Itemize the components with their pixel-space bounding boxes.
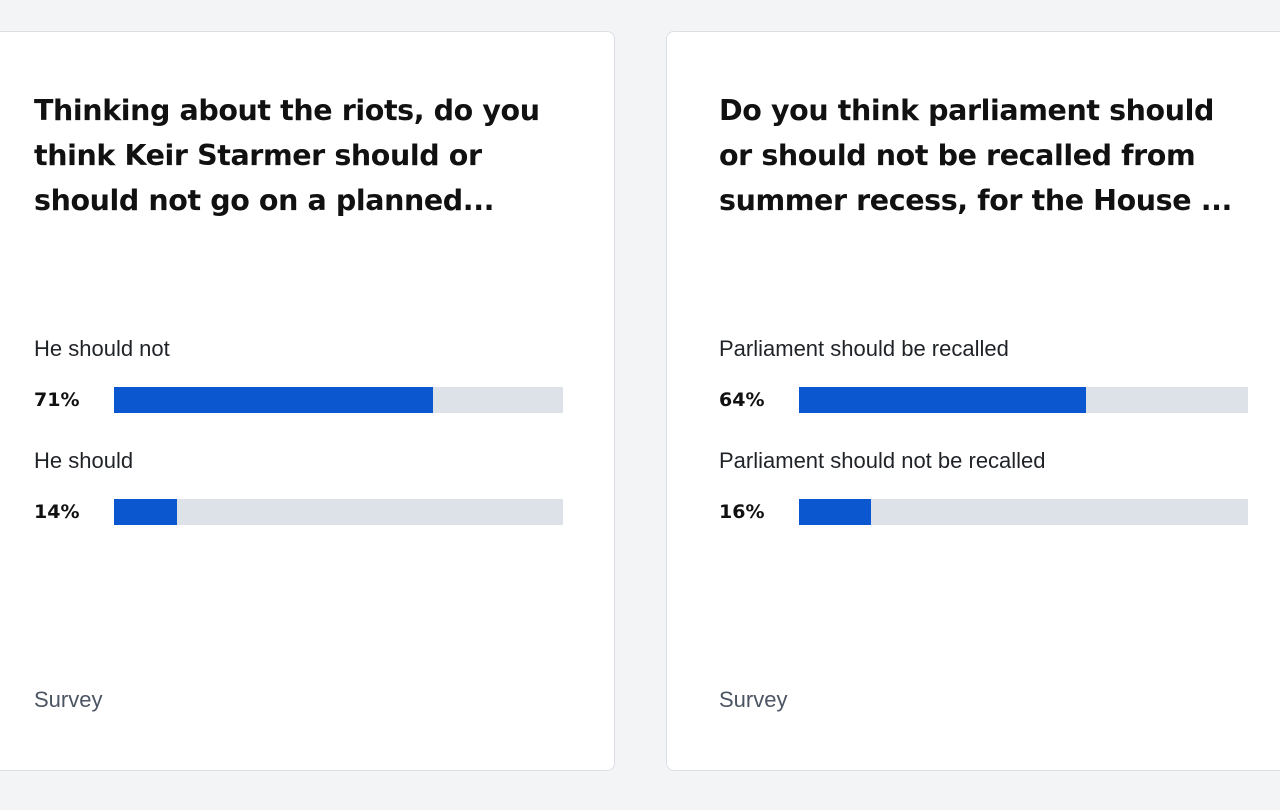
result-bar-fill bbox=[114, 499, 177, 525]
answer-result-row: 71% bbox=[34, 386, 574, 414]
result-bar-track bbox=[114, 387, 563, 413]
answer-result-row: 16% bbox=[719, 498, 1259, 526]
answer-option: He should 14% bbox=[34, 448, 574, 526]
answer-percent: 71% bbox=[34, 389, 80, 411]
result-bar-track bbox=[114, 499, 563, 525]
answer-result-row: 14% bbox=[34, 498, 574, 526]
result-bar-fill bbox=[114, 387, 433, 413]
answer-percent: 14% bbox=[34, 501, 80, 523]
answer-option: Parliament should be recalled 64% bbox=[719, 336, 1259, 414]
answer-label: He should not bbox=[34, 336, 170, 361]
question-title[interactable]: Do you think parliament should or should… bbox=[719, 94, 1232, 217]
question-title[interactable]: Thinking about the riots, do you think K… bbox=[34, 94, 540, 217]
result-bar-track bbox=[799, 499, 1248, 525]
survey-type-label: Survey bbox=[34, 687, 103, 712]
result-bar-fill bbox=[799, 387, 1087, 413]
answer-result-row: 64% bbox=[719, 386, 1259, 414]
answer-label: Parliament should not be recalled bbox=[719, 448, 1046, 473]
result-bar-fill bbox=[799, 499, 871, 525]
result-bar-track bbox=[799, 387, 1248, 413]
answer-option: Parliament should not be recalled 16% bbox=[719, 448, 1259, 526]
survey-type-label: Survey bbox=[719, 687, 788, 712]
answer-label: He should bbox=[34, 448, 134, 473]
answer-percent: 16% bbox=[719, 501, 765, 523]
answer-percent: 64% bbox=[719, 389, 765, 411]
answer-option: He should not 71% bbox=[34, 336, 574, 414]
answer-label: Parliament should be recalled bbox=[719, 336, 1009, 361]
survey-card-parliament[interactable]: Do you think parliament should or should… bbox=[666, 31, 1280, 771]
survey-card-riots[interactable]: Thinking about the riots, do you think K… bbox=[0, 31, 615, 771]
